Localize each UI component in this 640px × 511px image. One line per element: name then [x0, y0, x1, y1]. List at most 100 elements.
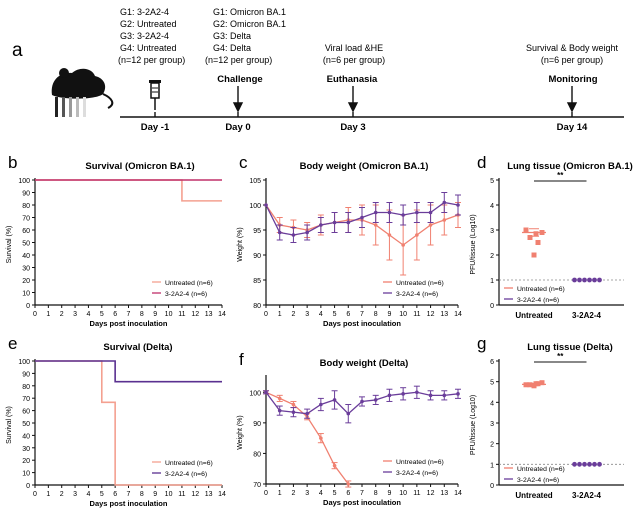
- y-tick-label: 4: [490, 400, 494, 407]
- group-text-challenge-1: G1: 3-2A2-4: [120, 7, 169, 17]
- weight-point: [332, 463, 337, 468]
- weight-point: [291, 402, 296, 407]
- panel-letter-a: a: [12, 40, 23, 61]
- weight-point: [277, 396, 282, 401]
- x-tick-label: 3: [73, 311, 77, 318]
- y-tick-label: 70: [22, 396, 30, 403]
- x-tick-label: 6: [113, 311, 117, 318]
- legend-label: 3-2A2-4 (n=6): [165, 471, 207, 478]
- weight-point: [360, 399, 364, 404]
- legend-label: 3-2A2-4 (n=6): [165, 291, 207, 298]
- x-tick-label: 8: [374, 311, 378, 318]
- survival-line-treated: [35, 360, 222, 383]
- y-tick-label: 6: [490, 359, 494, 366]
- legend-label: Untreated (n=6): [165, 280, 213, 287]
- y-tick-label: 30: [22, 446, 30, 453]
- y-tick-label: 90: [253, 253, 261, 260]
- group-text-infection-1: G1: Omicron BA.1: [213, 7, 286, 17]
- y-tick-label: 5: [490, 380, 494, 387]
- category-label: 3-2A2-4: [572, 311, 601, 320]
- y-tick-label: 100: [249, 390, 261, 397]
- panel-a: a Day -1 Day 0 D: [12, 7, 624, 133]
- weight-point: [319, 402, 323, 407]
- category-label: Untreated: [515, 491, 552, 500]
- y-tick-label: 80: [22, 384, 30, 391]
- y-tick-label: 40: [22, 253, 30, 260]
- x-tick-label: 5: [333, 311, 337, 318]
- x-tick-label: 3: [73, 491, 77, 498]
- weight-point: [346, 220, 351, 225]
- x-tick-label: 4: [86, 491, 90, 498]
- day-label-minus1: Day -1: [141, 122, 170, 133]
- x-axis-label: Days post inoculation: [90, 319, 168, 328]
- x-axis-label: Days post inoculation: [323, 498, 401, 507]
- x-tick-label: 0: [33, 311, 37, 318]
- x-tick-label: 12: [427, 311, 435, 318]
- chart-title: Lung tissue (Omicron BA.1): [507, 161, 633, 172]
- data-point-untreated: [535, 240, 541, 245]
- data-point-untreated: [523, 227, 529, 233]
- y-tick-label: 70: [253, 482, 261, 489]
- x-tick-label: 10: [165, 491, 173, 498]
- y-axis-label: PFU/tissue (Log10): [470, 395, 477, 455]
- weight-point: [332, 398, 337, 402]
- legend-label: Untreated (n=6): [396, 459, 444, 466]
- weight-point: [456, 392, 460, 396]
- y-tick-label: 100: [249, 203, 261, 210]
- legend-label: Untreated (n=6): [165, 460, 213, 467]
- viral-load-text: Viral load &HE: [325, 43, 383, 53]
- weight-point: [442, 393, 447, 398]
- legend-label: 3-2A2-4 (n=6): [396, 470, 438, 477]
- data-point-treated: [592, 461, 597, 467]
- chart-title: Body weight (Delta): [320, 358, 409, 369]
- x-tick-label: 11: [178, 311, 185, 318]
- event-euthanasia: Euthanasia: [327, 74, 378, 85]
- panel-letter: d: [477, 153, 486, 172]
- x-tick-label: 12: [191, 491, 199, 498]
- group-text-challenge-3: G3: 3-2A2-4: [120, 31, 169, 41]
- x-tick-label: 10: [399, 490, 407, 497]
- x-tick-label: 11: [413, 490, 420, 497]
- weight-point: [373, 210, 378, 215]
- x-axis-label: Days post inoculation: [323, 319, 401, 328]
- panel-g-lung-delta: 0 1 2 3 4 5 6 Lung tissue (Delta) PFU/tissue (Lo…: [470, 334, 624, 500]
- x-tick-label: 6: [346, 490, 350, 497]
- weight-point: [456, 203, 460, 207]
- x-tick-label: 1: [46, 491, 50, 498]
- y-tick-label: 1: [490, 278, 494, 285]
- x-tick-label: 11: [178, 491, 185, 498]
- chart-title: Survival (Omicron BA.1): [85, 161, 194, 172]
- x-tick-label: 3: [305, 490, 309, 497]
- data-point-treated: [572, 461, 577, 467]
- weight-point: [428, 210, 433, 215]
- y-tick-label: 4: [490, 203, 494, 210]
- x-tick-label: 2: [60, 311, 64, 318]
- y-tick-label: 5: [490, 178, 494, 185]
- weight-point: [291, 233, 296, 237]
- x-tick-label: 5: [100, 491, 104, 498]
- x-axis-label: Days post inoculation: [90, 499, 168, 508]
- x-tick-label: 2: [291, 490, 295, 497]
- weight-point: [332, 220, 337, 225]
- data-point-treated: [587, 461, 592, 467]
- weight-point: [346, 411, 351, 416]
- legend-label: Untreated (n=6): [517, 466, 565, 473]
- data-point-treated: [577, 461, 582, 467]
- x-tick-label: 9: [387, 311, 391, 318]
- weight-point: [305, 411, 309, 416]
- panel-letter: f: [239, 350, 244, 369]
- weight-point: [387, 393, 392, 398]
- group-text-challenge-5: (n=12 per group): [118, 55, 185, 65]
- data-point-treated: [577, 277, 582, 283]
- weight-point: [264, 390, 268, 395]
- weight-point: [401, 213, 405, 217]
- significance-label: **: [557, 171, 564, 180]
- weight-point: [387, 233, 392, 237]
- x-tick-label: 6: [346, 311, 350, 318]
- y-axis-label: Weight (%): [237, 415, 244, 450]
- y-tick-label: 105: [249, 178, 261, 185]
- y-tick-label: 1: [490, 462, 494, 469]
- y-axis-label: Survival (%): [6, 226, 13, 264]
